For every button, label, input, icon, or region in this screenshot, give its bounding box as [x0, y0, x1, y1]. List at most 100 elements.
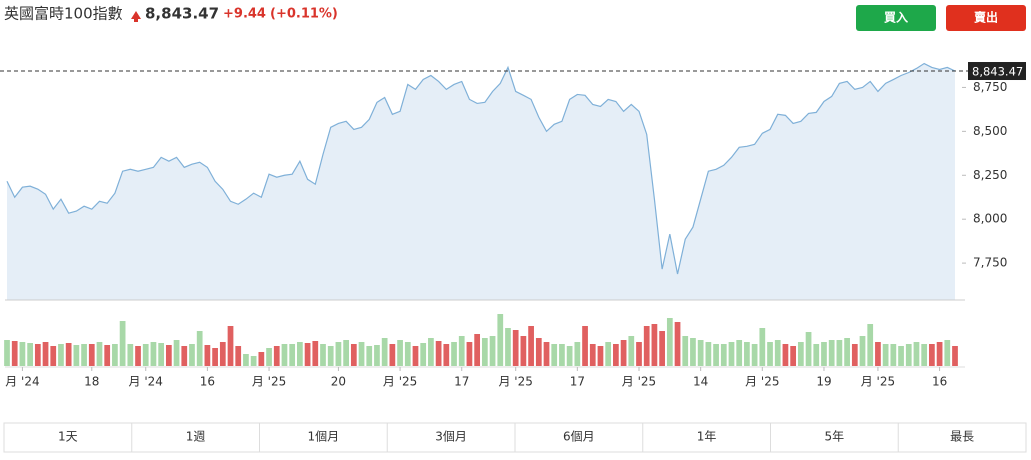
volume-bar	[736, 340, 743, 366]
volume-bar	[466, 342, 473, 366]
volume-bar	[142, 344, 149, 366]
volume-bar	[219, 342, 226, 366]
volume-bar	[636, 342, 642, 366]
volume-bar	[659, 331, 665, 366]
range-button[interactable]: 1個月	[308, 430, 340, 444]
volume-bar	[682, 336, 689, 366]
range-button[interactable]: 6個月	[563, 430, 595, 444]
volume-bar	[266, 348, 272, 366]
volume-bar	[304, 343, 311, 366]
volume-bar	[189, 344, 195, 366]
volume-bar	[250, 356, 257, 366]
volume-bar	[11, 341, 18, 366]
volume-bar	[243, 354, 249, 366]
volume-bar	[828, 340, 835, 366]
volume-bar	[574, 342, 581, 366]
volume-bar	[165, 345, 172, 366]
volume-bar	[790, 346, 797, 366]
price: 8,843.47	[145, 5, 219, 23]
volume-bar	[512, 330, 519, 366]
volume-bar	[875, 342, 881, 366]
volume-bar	[350, 344, 357, 366]
y-tick-label: 7,750	[973, 256, 1007, 270]
volume-bar	[859, 336, 866, 366]
volume-bar	[343, 340, 349, 366]
volume-bar	[720, 344, 727, 366]
volume-bar	[905, 344, 912, 366]
volume-bar	[96, 342, 103, 366]
x-tick-label: 20	[331, 375, 346, 389]
volume-bar	[320, 344, 326, 366]
volume-bar	[797, 342, 804, 366]
range-button[interactable]: 3個月	[435, 430, 467, 444]
volume-bar	[358, 342, 365, 366]
volume-bar	[451, 342, 457, 366]
volume-bar	[289, 344, 296, 366]
range-button[interactable]: 5年	[825, 430, 845, 444]
buy-label[interactable]: 買入	[884, 11, 908, 25]
y-tick-label: 8,250	[973, 168, 1007, 182]
volume-bar	[443, 344, 450, 366]
volume-bar	[751, 344, 758, 366]
range-button[interactable]: 1年	[697, 430, 717, 444]
volume-bar	[597, 346, 604, 366]
volume-bar	[327, 346, 334, 366]
sell-button[interactable]	[946, 5, 1026, 31]
volume-bar	[34, 344, 41, 366]
volume-bar	[898, 346, 904, 366]
volume-bar	[27, 343, 33, 366]
volume-bar	[821, 342, 827, 366]
volume-bar	[404, 342, 411, 366]
change: +9.44	[223, 7, 266, 22]
volume-bar	[582, 326, 588, 366]
range-button[interactable]: 最長	[950, 430, 974, 444]
volume-bar	[890, 344, 897, 366]
volume-bar	[674, 322, 681, 366]
x-tick-label: 月 '25	[498, 375, 532, 389]
volume-bar	[196, 331, 203, 366]
volume-bar	[227, 326, 234, 366]
volume-bar	[551, 344, 558, 366]
volume-bar	[666, 318, 673, 366]
volume-bar	[150, 342, 157, 366]
price-line	[6, 62, 956, 275]
volume-bar	[381, 338, 388, 366]
volume-bar	[851, 344, 858, 366]
volume-bar	[281, 344, 288, 366]
x-tick-label: 19	[816, 375, 831, 389]
volume-bar	[944, 340, 951, 366]
volume-bar	[389, 344, 396, 366]
volume-bar	[50, 346, 57, 366]
volume-bar	[374, 345, 380, 366]
volume-bar	[697, 340, 704, 366]
volume-bar	[88, 344, 95, 366]
volume-bar	[882, 344, 889, 366]
volume-bar	[135, 346, 141, 366]
sell-label[interactable]: 賣出	[973, 10, 998, 25]
volume-bar	[397, 340, 403, 366]
volume-bar	[258, 352, 265, 366]
volume-bar	[605, 342, 612, 366]
x-tick-label: 16	[932, 375, 947, 389]
volume-bar	[497, 314, 504, 366]
volume-bar	[297, 342, 303, 366]
up-arrow	[131, 11, 141, 22]
range-button[interactable]: 1天	[58, 430, 78, 444]
x-tick-label: 16	[200, 375, 215, 389]
volume-bar	[559, 344, 565, 366]
volume-bar	[628, 336, 635, 366]
volume-bar	[212, 348, 218, 366]
volume-bar	[19, 342, 26, 366]
volume-bar	[474, 334, 481, 366]
current-price-box	[968, 62, 1026, 81]
volume-bar	[929, 344, 935, 366]
title: 英國富時100指數	[4, 5, 123, 23]
volume-bar	[713, 344, 719, 366]
volume-bar	[412, 346, 419, 366]
volume-bar	[805, 332, 812, 366]
volume-bar	[774, 340, 781, 366]
volume-bar	[481, 338, 488, 366]
buy-button[interactable]	[856, 5, 936, 31]
volume-bar	[728, 342, 735, 366]
range-button[interactable]: 1週	[186, 430, 206, 444]
